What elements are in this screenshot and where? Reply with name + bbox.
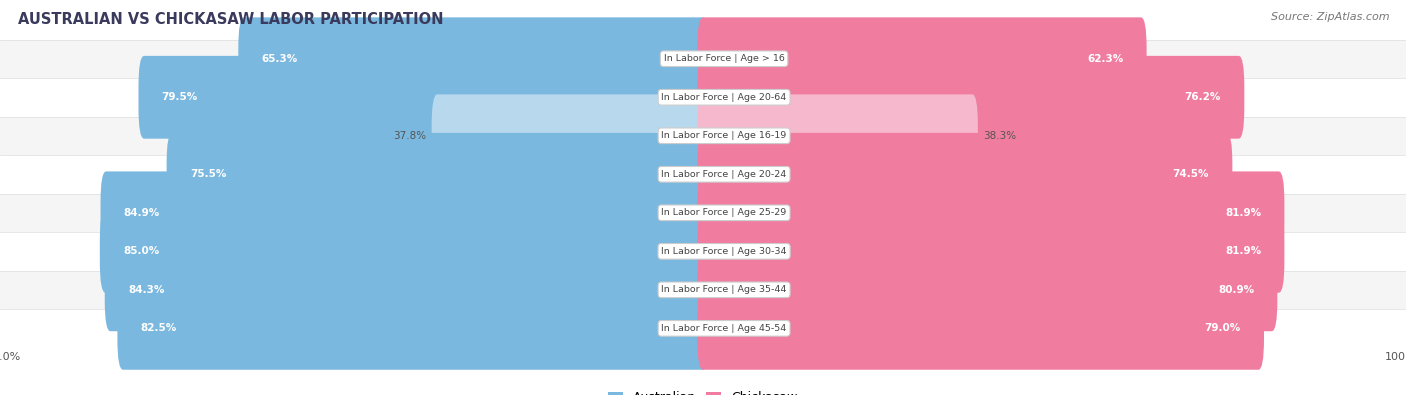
FancyBboxPatch shape (105, 248, 709, 331)
Text: 65.3%: 65.3% (262, 54, 298, 64)
FancyBboxPatch shape (697, 171, 1285, 254)
Text: 38.3%: 38.3% (983, 131, 1017, 141)
Text: 79.5%: 79.5% (162, 92, 198, 102)
Bar (0, 155, 1406, 194)
Text: 84.9%: 84.9% (124, 208, 160, 218)
Text: Source: ZipAtlas.com: Source: ZipAtlas.com (1271, 12, 1389, 22)
Text: In Labor Force | Age 25-29: In Labor Force | Age 25-29 (661, 208, 787, 217)
Bar (0, 309, 1406, 348)
Text: In Labor Force | Age 45-54: In Labor Force | Age 45-54 (661, 324, 787, 333)
Text: 75.5%: 75.5% (190, 169, 226, 179)
Text: 79.0%: 79.0% (1205, 324, 1241, 333)
Text: 81.9%: 81.9% (1225, 208, 1261, 218)
Bar (0, 78, 1406, 117)
FancyBboxPatch shape (697, 17, 1147, 100)
FancyBboxPatch shape (697, 210, 1285, 293)
Text: 84.3%: 84.3% (128, 285, 165, 295)
FancyBboxPatch shape (697, 94, 979, 177)
FancyBboxPatch shape (117, 287, 709, 370)
Text: In Labor Force | Age 20-64: In Labor Force | Age 20-64 (661, 93, 787, 102)
FancyBboxPatch shape (239, 17, 709, 100)
Text: In Labor Force | Age 30-34: In Labor Force | Age 30-34 (661, 247, 787, 256)
Text: In Labor Force | Age > 16: In Labor Force | Age > 16 (664, 54, 785, 63)
Text: 82.5%: 82.5% (141, 324, 177, 333)
FancyBboxPatch shape (166, 133, 709, 216)
Text: 85.0%: 85.0% (124, 246, 159, 256)
FancyBboxPatch shape (432, 94, 709, 177)
Text: In Labor Force | Age 35-44: In Labor Force | Age 35-44 (661, 285, 787, 294)
Text: 80.9%: 80.9% (1218, 285, 1254, 295)
Bar (0, 271, 1406, 309)
Text: AUSTRALIAN VS CHICKASAW LABOR PARTICIPATION: AUSTRALIAN VS CHICKASAW LABOR PARTICIPAT… (18, 12, 444, 27)
Bar (0, 117, 1406, 155)
Legend: Australian, Chickasaw: Australian, Chickasaw (603, 386, 803, 395)
FancyBboxPatch shape (138, 56, 709, 139)
FancyBboxPatch shape (697, 248, 1278, 331)
FancyBboxPatch shape (697, 56, 1244, 139)
Text: In Labor Force | Age 16-19: In Labor Force | Age 16-19 (661, 131, 787, 140)
FancyBboxPatch shape (100, 210, 709, 293)
Text: 62.3%: 62.3% (1087, 54, 1123, 64)
Text: 81.9%: 81.9% (1225, 246, 1261, 256)
Bar (0, 40, 1406, 78)
Bar (0, 232, 1406, 271)
Text: In Labor Force | Age 20-24: In Labor Force | Age 20-24 (661, 170, 787, 179)
Bar (0, 194, 1406, 232)
Text: 76.2%: 76.2% (1185, 92, 1220, 102)
FancyBboxPatch shape (697, 287, 1264, 370)
FancyBboxPatch shape (697, 133, 1232, 216)
Text: 74.5%: 74.5% (1173, 169, 1209, 179)
Text: 37.8%: 37.8% (394, 131, 427, 141)
FancyBboxPatch shape (101, 171, 709, 254)
